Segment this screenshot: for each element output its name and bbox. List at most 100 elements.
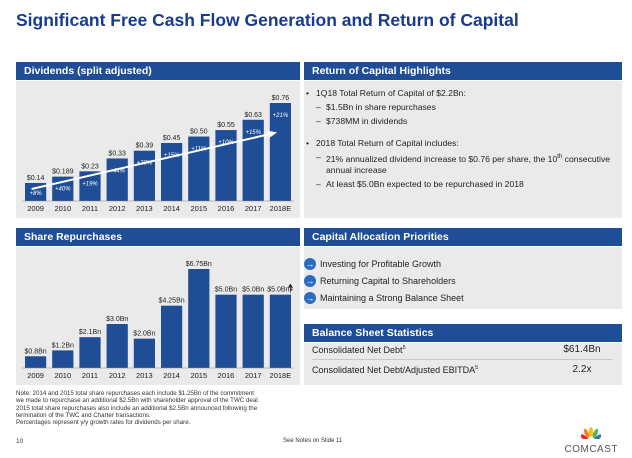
- row-label: Consolidated Net Debt/Adjusted EBITDA5: [312, 365, 478, 375]
- x-tick-label: 2010: [54, 204, 71, 213]
- chart-bar: [79, 337, 101, 368]
- x-tick-label: 2009: [27, 204, 44, 213]
- chart-bar: [242, 294, 264, 368]
- balance-sheet-table: Consolidated Net Debt5 $61.4Bn Consolida…: [312, 340, 612, 379]
- highlight-dash-4: At least $5.0Bn expected to be repurchas…: [304, 179, 622, 190]
- x-tick-label: 2015: [190, 371, 207, 380]
- note-line: 2015 total share repurchases also includ…: [16, 404, 258, 412]
- x-tick-label: 2011: [82, 204, 98, 213]
- data-label: $2.0Bn: [133, 331, 155, 338]
- row-label-text: Consolidated Net Debt/Adjusted EBITDA: [312, 364, 476, 375]
- highlight-dash-3b: consecutive annual increase: [326, 153, 611, 175]
- chart-bar: [24, 356, 47, 368]
- row-label-sup: 5: [475, 364, 479, 371]
- x-tick-label: 2014: [163, 371, 180, 380]
- data-label: $2.1Bn: [79, 329, 101, 336]
- chart-bar: [52, 350, 74, 368]
- chart-bar: [215, 294, 237, 368]
- row-value: 2.2x: [572, 364, 592, 375]
- data-label: $0.76: [272, 95, 290, 102]
- x-tick-label: 2017: [245, 371, 262, 380]
- growth-label: +40%: [55, 187, 71, 193]
- balance-sheet-panel: [304, 343, 622, 385]
- growth-label: +21%: [273, 113, 289, 119]
- chart-bar: [160, 142, 183, 201]
- growth-label: +19%: [82, 181, 98, 187]
- table-row: Consolidated Net Debt/Adjusted EBITDA5 2…: [312, 360, 612, 379]
- chart-bar: [133, 338, 156, 368]
- x-tick-label: 2010: [54, 371, 71, 380]
- repurchases-panel: $0.8Bn 2009 $1.2Bn 2010 $2.1Bn 2011 $3.0Bn 2012…: [16, 247, 300, 385]
- capital-allocation-panel: [304, 247, 622, 309]
- chart-bar: [79, 171, 101, 201]
- x-tick-label: 2018E: [270, 371, 292, 380]
- chart-bar: [215, 130, 237, 201]
- chart-bar: [133, 150, 156, 201]
- repurchases-header: Share Repurchases: [16, 228, 300, 246]
- priority-label: Investing for Profitable Growth: [320, 258, 442, 269]
- row-value: $61.4Bn: [563, 344, 601, 355]
- x-tick-label: 2012: [109, 204, 126, 213]
- up-arrow-head: [287, 283, 293, 288]
- see-notes: See Notes on Slide 11: [283, 438, 343, 444]
- arrow-right-icon: →: [304, 274, 316, 287]
- row-label-sup: 5: [402, 344, 406, 351]
- highlight-dash-3-sup: th: [557, 154, 563, 160]
- capital-allocation-list: → Investing for Profitable Growth → Return…: [304, 255, 622, 306]
- note-line: Note: 2014 and 2015 total share repurcha…: [16, 390, 255, 397]
- highlight-dash-1: $1.5Bn in share repurchases: [304, 102, 622, 113]
- page-title: Significant Free Cash Flow Generation an…: [16, 10, 519, 30]
- data-label: $0.23: [81, 163, 99, 170]
- x-tick-label: 2015: [190, 204, 207, 213]
- repurchases-chart: $0.8Bn 2009 $1.2Bn 2010 $2.1Bn 2011 $3.0Bn 2012…: [22, 261, 294, 380]
- data-label: $0.50: [190, 129, 208, 136]
- data-label: $3.0Bn: [106, 316, 128, 323]
- dividends-chart: $0.14 2009 +8% $0.189 2010 +40% $0.23 2011 +19% $…: [22, 95, 294, 213]
- data-label: $5.0Bn+: [267, 287, 293, 294]
- priority-label: Maintaining a Strong Balance Sheet: [320, 292, 464, 303]
- note-line: we made to repurchase an additional $2.5…: [16, 397, 260, 405]
- x-tick-label: 2012: [109, 371, 126, 380]
- trend-arrow-line: [31, 132, 275, 190]
- growth-label: +15%: [245, 130, 261, 136]
- chart-bar: [188, 269, 210, 368]
- data-label: $4.25Bn: [159, 298, 185, 305]
- highlight-dash-3: 21% annualized dividend increase to $0.7…: [304, 152, 622, 176]
- x-tick-label: 2018E: [270, 204, 292, 213]
- page-number: 10: [16, 438, 24, 445]
- data-label: $0.33: [108, 150, 126, 157]
- comcast-logo: COMCAST: [565, 426, 619, 455]
- highlight-bullet-1: 1Q18 Total Return of Capital of $2.2Bn:: [304, 88, 622, 99]
- chart-bar: [106, 324, 128, 368]
- arrow-right-icon: →: [304, 257, 316, 270]
- logo-text: COMCAST: [564, 444, 618, 455]
- row-label: Consolidated Net Debt5: [312, 345, 406, 355]
- data-label: $6.75Bn: [186, 261, 212, 268]
- capital-allocation-header: Capital Allocation Priorities: [304, 228, 622, 246]
- data-label: $5.0Bn: [215, 287, 237, 294]
- trend-arrow-head: [266, 130, 278, 139]
- data-label: $0.55: [217, 122, 235, 129]
- growth-label: +44%: [109, 168, 125, 174]
- x-tick-label: 2013: [136, 204, 153, 213]
- x-tick-label: 2013: [136, 371, 153, 380]
- data-label: $0.45: [163, 135, 181, 142]
- note-line: termination of the TWC and Charter trans…: [16, 411, 151, 419]
- data-label: $0.189: [52, 169, 74, 176]
- arrow-right-icon: →: [304, 291, 316, 304]
- data-label: $0.8Bn: [25, 348, 47, 355]
- dividends-header: Dividends (split adjusted): [16, 62, 300, 80]
- highlight-bullet-2: 2018 Total Return of Capital includes:: [304, 138, 622, 149]
- priority-item: → Investing for Profitable Growth: [304, 255, 622, 272]
- chart-bar: [269, 103, 292, 201]
- priority-label: Returning Capital to Shareholders: [320, 275, 456, 286]
- table-row: Consolidated Net Debt5 $61.4Bn: [312, 340, 612, 360]
- priority-item: → Returning Capital to Shareholders: [304, 272, 622, 289]
- highlights-content: 1Q18 Total Return of Capital of $2.2Bn: …: [304, 82, 622, 190]
- footnote: Note: 2014 and 2015 total share repurcha…: [16, 390, 306, 426]
- note-line: Percentages represent y/y growth rates f…: [16, 419, 191, 427]
- chart-bar: [160, 305, 183, 368]
- highlight-dash-2: $738MM in dividends: [304, 116, 622, 127]
- data-label: $1.2Bn: [52, 342, 74, 349]
- chart-bar: [269, 294, 292, 368]
